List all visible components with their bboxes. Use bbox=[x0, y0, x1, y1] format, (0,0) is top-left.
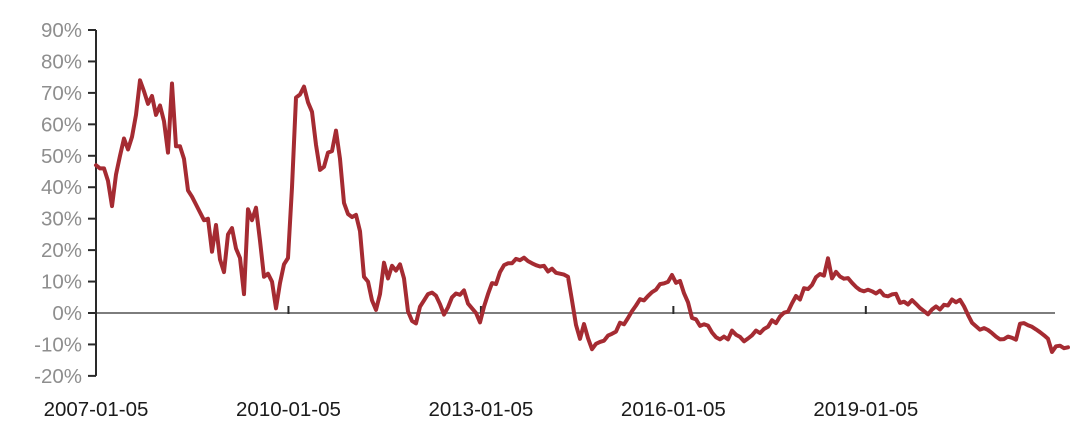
y-tick-label: -10% bbox=[34, 333, 82, 356]
y-tick-label: 70% bbox=[41, 82, 82, 105]
y-tick-label: -20% bbox=[34, 365, 82, 388]
y-tick-label: 80% bbox=[41, 50, 82, 73]
x-tick-label: 2007-01-05 bbox=[44, 398, 149, 421]
y-tick-label: 60% bbox=[41, 113, 82, 136]
y-tick-label: 90% bbox=[41, 19, 82, 42]
x-tick-label: 2019-01-05 bbox=[813, 398, 918, 421]
y-tick-label: 30% bbox=[41, 208, 82, 231]
data-series-line bbox=[94, 78, 1070, 354]
x-tick-label: 2013-01-05 bbox=[428, 398, 533, 421]
x-tick-label: 2016-01-05 bbox=[621, 398, 726, 421]
x-tick-label: 2010-01-05 bbox=[236, 398, 341, 421]
y-tick-label: 40% bbox=[41, 176, 82, 199]
y-tick-label: 0% bbox=[52, 302, 82, 325]
y-tick-label: 10% bbox=[41, 271, 82, 294]
y-tick-label: 50% bbox=[41, 145, 82, 168]
y-tick-label: 20% bbox=[41, 239, 82, 262]
